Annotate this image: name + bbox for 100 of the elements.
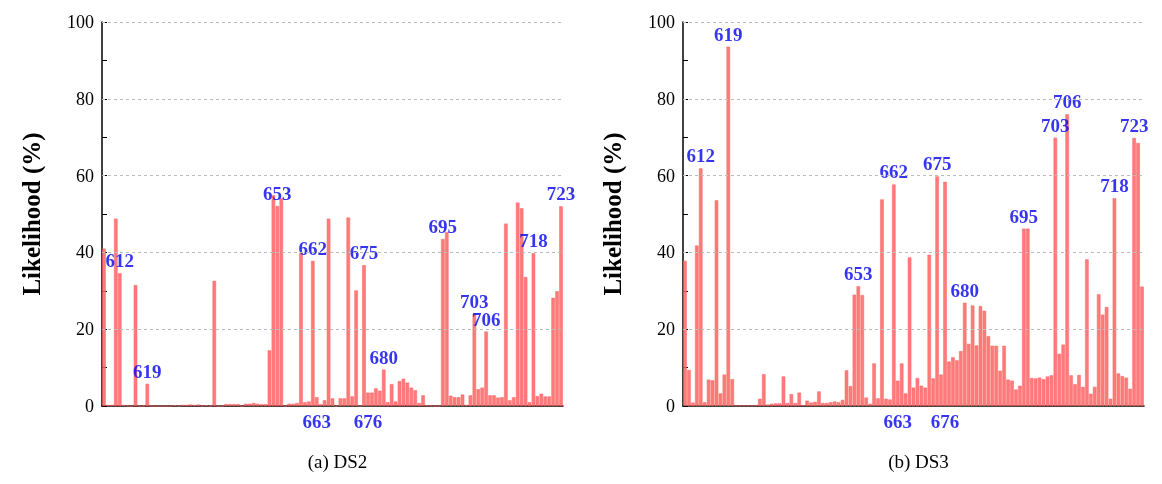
- x-tick-label: 612: [686, 145, 715, 167]
- bar: [915, 377, 920, 406]
- bar: [397, 381, 402, 406]
- bar: [559, 206, 563, 406]
- bar: [1025, 228, 1030, 406]
- bar: [1104, 306, 1109, 406]
- bar: [761, 374, 766, 406]
- bar: [832, 401, 837, 406]
- bar: [1077, 374, 1081, 406]
- bar: [1037, 377, 1042, 406]
- bar: [531, 253, 536, 406]
- bar: [773, 403, 778, 406]
- bar: [891, 184, 896, 406]
- x-tick-label: 675: [349, 242, 379, 264]
- y-tick-label: 20: [76, 319, 94, 340]
- bar: [145, 383, 150, 406]
- text: (b) DS3: [888, 451, 949, 473]
- y-tick-label: 40: [76, 242, 94, 263]
- bar: [872, 363, 876, 406]
- x-tick-label: 695: [1009, 205, 1039, 227]
- bar: [935, 176, 939, 406]
- x-tick-label: 718: [1100, 175, 1129, 197]
- bar: [456, 397, 461, 406]
- bar: [907, 257, 912, 406]
- bar: [102, 248, 106, 406]
- y-tick-label: 80: [657, 88, 675, 109]
- bar: [543, 396, 548, 406]
- x-tick-label: 653: [263, 182, 292, 204]
- bar: [421, 395, 425, 406]
- y-tick-label: 0: [666, 396, 675, 416]
- bar: [797, 392, 802, 406]
- bar: [1124, 377, 1129, 406]
- bar: [982, 310, 987, 406]
- bar: [962, 302, 967, 406]
- bar: [1022, 228, 1026, 406]
- bar: [683, 260, 687, 406]
- bar: [381, 369, 386, 406]
- bar: [346, 217, 351, 406]
- x-tick-label: 680: [950, 279, 979, 301]
- bar: [1033, 378, 1038, 406]
- bar: [401, 378, 406, 406]
- y-tick-label: 80: [76, 88, 94, 109]
- bar: [817, 391, 821, 406]
- bar: [927, 254, 932, 406]
- bar: [706, 379, 711, 406]
- bar: [836, 402, 841, 406]
- bar: [1041, 379, 1046, 406]
- bar: [460, 394, 465, 406]
- bar: [1010, 380, 1014, 406]
- x-tick-label: 723: [1119, 114, 1149, 136]
- bar: [338, 398, 343, 406]
- y-tick-label: 0: [85, 396, 94, 416]
- bar: [299, 253, 303, 406]
- y-tick-label: 60: [657, 165, 675, 186]
- bar: [1136, 142, 1140, 406]
- x-tick-label: 663: [302, 411, 331, 432]
- bar: [789, 394, 794, 406]
- bar: [899, 363, 904, 406]
- x-tick-label: 619: [714, 23, 743, 45]
- bar: [1002, 345, 1006, 406]
- y-tick-label: 100: [648, 12, 675, 32]
- bar: [943, 181, 947, 406]
- bar: [405, 382, 410, 406]
- x-tick-label: 653: [844, 263, 873, 285]
- bar: [484, 331, 488, 406]
- bar: [1112, 198, 1117, 406]
- bar: [504, 223, 508, 406]
- bar: [781, 376, 786, 406]
- y-axis-title: Likelihood (%): [18, 132, 46, 296]
- bar: [970, 305, 975, 406]
- x-tick-label: 680: [369, 346, 398, 368]
- x-tick-label: 663: [883, 411, 912, 432]
- bar: [389, 384, 394, 406]
- y-tick-label: 20: [657, 319, 675, 340]
- bar: [354, 290, 358, 406]
- bar: [1053, 137, 1058, 406]
- y-tick-label: 60: [76, 165, 94, 186]
- bar: [726, 46, 731, 406]
- x-tick-label: 675: [922, 153, 952, 175]
- x-tick-label: 676: [353, 411, 383, 432]
- bar: [1120, 376, 1125, 406]
- bar: [413, 390, 418, 406]
- x-tick-label: 676: [930, 411, 960, 432]
- bar: [374, 388, 378, 406]
- bar: [452, 397, 457, 406]
- x-tick-label: 723: [546, 183, 576, 205]
- bar: [714, 200, 719, 406]
- text: (a) DS2: [307, 451, 368, 473]
- bar: [844, 370, 849, 406]
- bar: [994, 345, 999, 406]
- y-tick-label: 40: [657, 242, 675, 263]
- bar: [698, 168, 703, 406]
- bar: [856, 286, 861, 406]
- bar: [880, 199, 884, 406]
- bar: [978, 306, 983, 406]
- x-tick-label: 662: [879, 161, 909, 183]
- bar: [809, 402, 813, 406]
- bar: [539, 393, 544, 406]
- x-tick-label: 695: [428, 215, 458, 237]
- bar: [310, 260, 315, 406]
